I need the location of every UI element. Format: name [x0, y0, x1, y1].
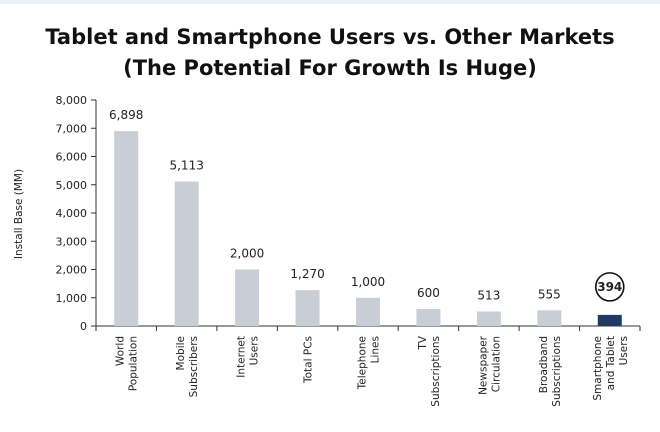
- category-label-line: and Tablet: [605, 336, 617, 390]
- bar: [235, 269, 260, 326]
- y-tick-label: 3,000: [56, 235, 88, 248]
- category-label-line: Users: [249, 336, 261, 365]
- bar: [356, 297, 380, 326]
- y-tick-label: 5,000: [56, 179, 88, 192]
- y-tick-label: 4,000: [56, 207, 88, 220]
- bars: [114, 131, 622, 326]
- y-tick-label: 6,000: [56, 151, 88, 164]
- data-label: 555: [538, 287, 561, 301]
- category-label-line: World: [115, 336, 127, 366]
- highlight-circle: [594, 272, 625, 302]
- chart-title-line-1: Tablet and Smartphone Users vs. Other Ma…: [45, 25, 615, 49]
- y-tick-label: 0: [80, 320, 87, 333]
- category-label-line: Smartphone: [592, 336, 604, 401]
- category-label: TV Subscriptions: [417, 335, 442, 407]
- data-label: 600: [417, 286, 440, 300]
- data-label: 513: [477, 289, 500, 303]
- category-label-line: Telephone: [357, 336, 369, 390]
- category-label-line: Circulation: [490, 336, 502, 392]
- data-label: 5,113: [169, 159, 203, 173]
- data-label: 394: [597, 280, 622, 294]
- category-label-line: Broadband: [538, 336, 550, 393]
- category-label: Newspaper Circulation: [477, 335, 502, 395]
- bar: [476, 311, 501, 326]
- y-axis-label: Install Base (MM): [13, 169, 25, 259]
- chart-title: Tablet and Smartphone Users vs. Other Ma…: [0, 22, 660, 84]
- category-label-line: Subscriptions: [551, 336, 563, 407]
- top-strip: [0, 0, 660, 4]
- category-label: World Population: [115, 336, 140, 391]
- y-tick-label: 2,000: [56, 264, 88, 277]
- category-label: Total PCs: [303, 336, 315, 384]
- category-label-line: Subscribers: [188, 336, 200, 397]
- bar: [597, 314, 622, 326]
- category-label: Mobile Subscribers: [175, 336, 200, 397]
- data-label: 1,270: [290, 267, 324, 281]
- category-label-line: Users: [618, 336, 630, 365]
- data-label: 2,000: [230, 247, 264, 261]
- category-label-line: Population: [128, 336, 140, 391]
- category-label: Telephone Lines: [357, 336, 382, 390]
- chart-title-line-2: (The Potential For Growth Is Huge): [123, 56, 537, 80]
- category-label: Broadband Subscriptions: [538, 336, 563, 407]
- category-label: Internet Users: [236, 336, 261, 378]
- y-tick-label: 1,000: [56, 292, 88, 305]
- y-tick-label: 7,000: [56, 122, 88, 135]
- data-label: 1,000: [351, 275, 385, 289]
- bar: [114, 131, 139, 326]
- category-label-line: Newspaper: [477, 335, 489, 395]
- bar: [537, 310, 562, 326]
- category-label-line: Internet: [236, 336, 248, 378]
- y-tick-label: 8,000: [56, 94, 88, 107]
- category-labels: World Population Mobile Subscribers Internet…: [115, 335, 630, 407]
- category-label-line: Total PCs: [303, 336, 315, 384]
- data-label: 6,898: [109, 108, 143, 122]
- category-label: Smartphone and Tablet Users: [592, 336, 630, 401]
- category-label-line: Subscriptions: [430, 336, 442, 407]
- category-label-line: TV: [417, 335, 429, 350]
- data-labels: 6,898 5,113 2,000 1,270 1,000 600 513 555 394: [109, 108, 625, 303]
- bar: [416, 309, 441, 326]
- bar: [295, 290, 320, 326]
- category-label-line: Lines: [370, 336, 382, 363]
- category-label-line: Mobile: [175, 336, 187, 370]
- bar: [174, 181, 199, 326]
